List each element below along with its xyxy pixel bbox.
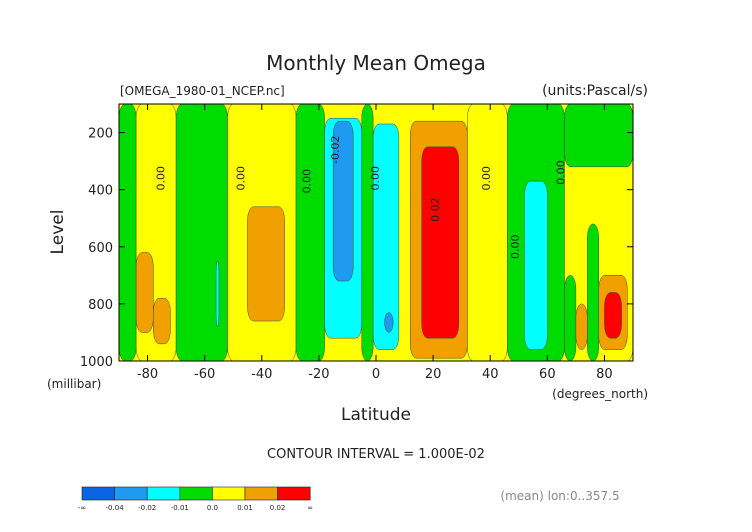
contour-region-orange-nh-72 — [575, 303, 588, 350]
y-axis: 200 400 600 800 1000 — [80, 127, 633, 370]
colorbar-label: -0.01 — [171, 504, 189, 512]
contour-region-yellow-nh-35 — [467, 103, 508, 362]
footer-text: (mean) lon:0..357.5 — [500, 489, 619, 503]
contour-region-orange-sh-80-a — [135, 252, 154, 333]
contour-region-cyan-nh-55 — [524, 180, 548, 350]
colorbar-label: -0.02 — [138, 504, 156, 512]
contour-label: 0.00 — [300, 169, 313, 194]
contour-region-green-eq — [361, 103, 374, 362]
colorbar-swatch — [277, 486, 311, 501]
contour-region-orange-sh-40 — [247, 206, 285, 322]
x-tick-label: 40 — [482, 367, 499, 382]
colorbar-swatch — [114, 486, 148, 501]
x-axis-units: (degrees_north) — [552, 387, 648, 401]
contour-label: 0.00 — [235, 166, 248, 191]
colorbar-label: -∞ — [78, 504, 86, 512]
colorbar: -∞ -0.04 -0.02 -0.01 0.0 0.01 0.02 ∞ — [78, 486, 313, 512]
colorbar-swatch — [212, 486, 246, 501]
colorbar-label: ∞ — [307, 504, 313, 512]
colorbar-swatch — [81, 486, 115, 501]
colorbar-label: 0.01 — [237, 504, 253, 512]
contour-label: 0.00 — [155, 166, 168, 191]
x-tick-label: -20 — [308, 367, 329, 382]
plot-area — [118, 103, 634, 362]
contour-labels: 0.00 0.00 0.00 -0.02 0.00 0.02 0.00 0.00 0.00 — [155, 135, 568, 259]
contour-label: 0.00 — [369, 166, 382, 191]
x-axis: -80 -60 -40 -20 0 20 40 60 80 — [137, 104, 613, 382]
colorbar-swatch — [179, 486, 213, 501]
x-tick-label: 80 — [596, 367, 613, 382]
contour-interval-text: CONTOUR INTERVAL = 1.000E-02 — [267, 447, 485, 462]
contour-region-green-nh-upper — [564, 103, 634, 168]
contour-region-green-sh-high-lat — [118, 103, 137, 362]
x-tick-label: 60 — [539, 367, 556, 382]
file-label: [OMEGA_1980-01_NCEP.nc] — [120, 84, 285, 98]
contour-region-green-sh-60 — [175, 103, 228, 362]
x-axis-label: Latitude — [341, 405, 411, 425]
colorbar-label: 0.02 — [270, 504, 286, 512]
contour-region-green-sh-20 — [295, 103, 325, 362]
contour-label: 0.00 — [554, 160, 567, 185]
y-tick-label: 400 — [88, 184, 113, 199]
y-tick-label: 800 — [88, 298, 113, 313]
contour-region-green-nh-65 — [564, 275, 577, 362]
colorbar-swatch — [244, 486, 278, 501]
x-tick-label: -80 — [137, 367, 158, 382]
contour-label: 0.00 — [509, 235, 522, 260]
contour-label: 0.02 — [429, 197, 442, 222]
colorbar-label: 0.0 — [207, 504, 218, 512]
chart-title: Monthly Mean Omega — [266, 51, 486, 75]
x-tick-label: 0 — [372, 367, 380, 382]
x-tick-label: -60 — [194, 367, 215, 382]
y-tick-label: 200 — [88, 127, 113, 142]
contour-region-orange-sh-80-b — [153, 297, 171, 345]
contour-label: -0.02 — [329, 135, 342, 163]
x-tick-label: -40 — [251, 367, 272, 382]
y-axis-units: (millibar) — [47, 377, 101, 391]
colorbar-swatch — [146, 486, 181, 501]
contour-region-cyan-sh-60 — [215, 260, 220, 327]
contour-region-green-nh-75 — [587, 223, 599, 362]
contour-region-blue-sh-10 — [332, 120, 354, 282]
contour-region-red-nh-82 — [604, 292, 622, 339]
units-label: (units:Pascal/s) — [542, 83, 648, 99]
contour-region-cyan-eq — [372, 123, 400, 350]
y-axis-label: Level — [48, 210, 68, 255]
y-tick-label: 1000 — [80, 355, 113, 370]
y-tick-label: 600 — [88, 241, 113, 256]
contour-region-red-nh-20 — [421, 146, 460, 339]
x-tick-label: 20 — [425, 367, 442, 382]
colorbar-label: -0.04 — [106, 504, 125, 512]
contour-label: 0.00 — [480, 166, 493, 191]
contour-region-blue-eq — [384, 312, 394, 333]
